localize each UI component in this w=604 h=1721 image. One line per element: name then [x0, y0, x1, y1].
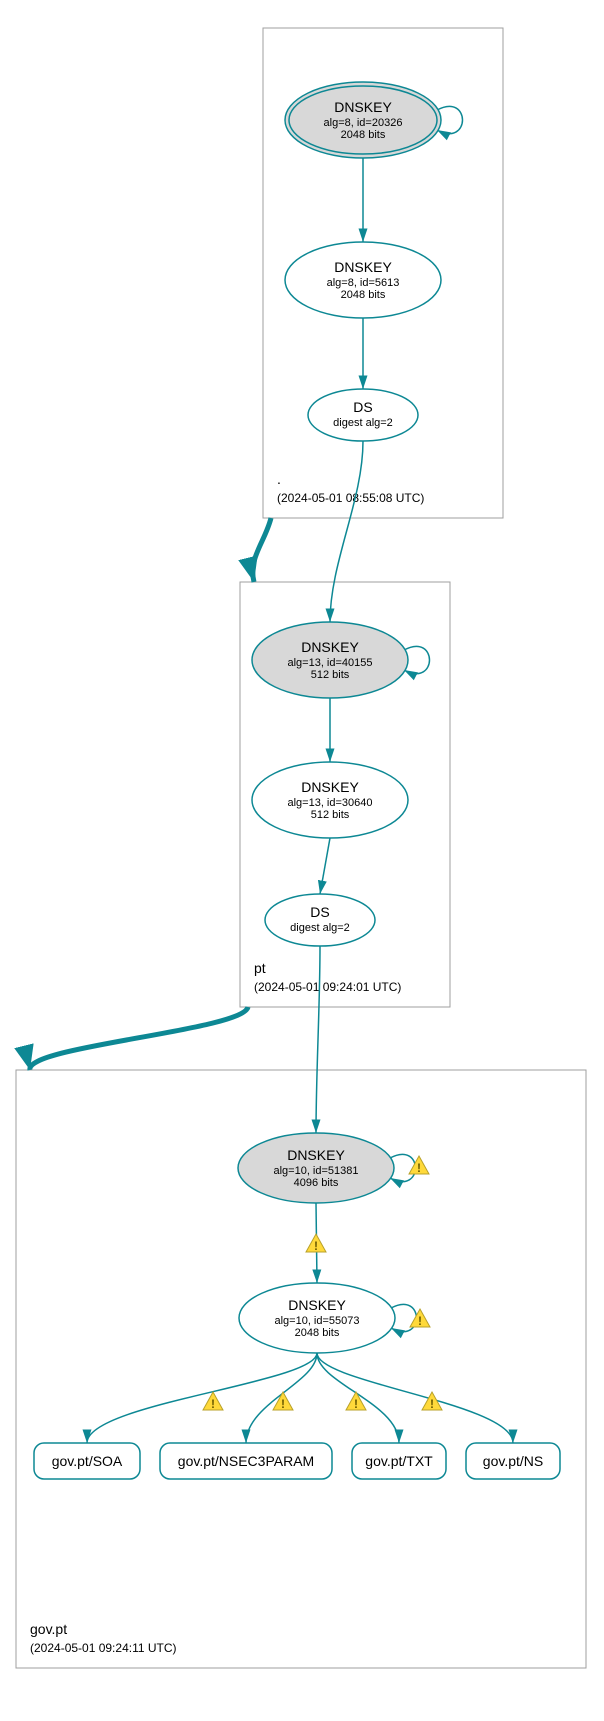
svg-text:!: ! [354, 1397, 358, 1411]
zone-link-pt-gov [30, 1007, 248, 1070]
node-detail: 512 bits [311, 809, 350, 821]
warning-icon: ! [346, 1392, 366, 1411]
svg-text:!: ! [417, 1161, 421, 1175]
warning-icon: ! [306, 1234, 326, 1253]
node-pt_zsk: DNSKEY alg=13, id=30640512 bits [252, 762, 408, 838]
warning-icon: ! [273, 1392, 293, 1411]
warning-icon: ! [203, 1392, 223, 1411]
warning-icon: ! [410, 1309, 430, 1328]
record-label: gov.pt/TXT [365, 1453, 433, 1469]
node-gov_zsk: DNSKEY alg=10, id=550732048 bits [239, 1283, 395, 1353]
edge-pt-zsk-ds [320, 838, 330, 894]
node-detail: alg=8, id=20326 [324, 117, 403, 129]
svg-text:!: ! [418, 1314, 422, 1328]
record-label: gov.pt/NSEC3PARAM [178, 1453, 314, 1469]
svg-text:!: ! [211, 1397, 215, 1411]
edge-pt-ds-gov-ksk [316, 946, 320, 1133]
node-detail: alg=10, id=51381 [273, 1165, 358, 1177]
node-pt_ds: DS digest alg=2 [265, 894, 375, 946]
node-root_zsk: DNSKEY alg=8, id=56132048 bits [285, 242, 441, 318]
node-title: DS [310, 904, 329, 920]
svg-text:!: ! [314, 1239, 318, 1253]
node-detail: alg=13, id=30640 [287, 797, 372, 809]
node-title: DNSKEY [301, 779, 359, 795]
node-detail: alg=13, id=40155 [287, 657, 372, 669]
dnssec-trust-graph: . (2024-05-01 08:55:08 UTC) pt (2024-05-01 … [0, 0, 604, 1721]
node-detail: 4096 bits [294, 1177, 339, 1189]
zone-timestamp: (2024-05-01 09:24:11 UTC) [30, 1641, 177, 1655]
node-detail: alg=8, id=5613 [327, 277, 400, 289]
node-title: DS [353, 399, 372, 415]
node-detail: 2048 bits [341, 289, 386, 301]
node-title: DNSKEY [334, 99, 392, 115]
node-root_ds: DS digest alg=2 [308, 389, 418, 441]
node-title: DNSKEY [334, 259, 392, 275]
node-title: DNSKEY [301, 639, 359, 655]
edge-zsk-ns [317, 1353, 513, 1443]
node-root_ksk: DNSKEY alg=8, id=203262048 bits [285, 82, 441, 158]
zone-timestamp: (2024-05-01 08:55:08 UTC) [277, 491, 424, 505]
node-detail: alg=10, id=55073 [274, 1315, 359, 1327]
node-detail: 2048 bits [295, 1327, 340, 1339]
zone-timestamp: (2024-05-01 09:24:01 UTC) [254, 980, 401, 994]
zone-label: gov.pt [30, 1621, 67, 1637]
record-label: gov.pt/SOA [52, 1453, 123, 1469]
zone-label: . [277, 471, 281, 487]
node-detail: 512 bits [311, 669, 350, 681]
node-detail: digest alg=2 [290, 922, 350, 934]
node-pt_ksk: DNSKEY alg=13, id=40155512 bits [252, 622, 408, 698]
svg-text:!: ! [430, 1397, 434, 1411]
zone-link-root-pt [253, 518, 271, 582]
node-gov_ksk: DNSKEY alg=10, id=513814096 bits [238, 1133, 394, 1203]
node-detail: 2048 bits [341, 129, 386, 141]
record-label: gov.pt/NS [483, 1453, 543, 1469]
svg-text:!: ! [281, 1397, 285, 1411]
node-title: DNSKEY [288, 1297, 346, 1313]
node-detail: digest alg=2 [333, 417, 393, 429]
node-title: DNSKEY [287, 1147, 345, 1163]
zone-label: pt [254, 960, 266, 976]
edge-root-ds-pt-ksk [330, 441, 363, 622]
